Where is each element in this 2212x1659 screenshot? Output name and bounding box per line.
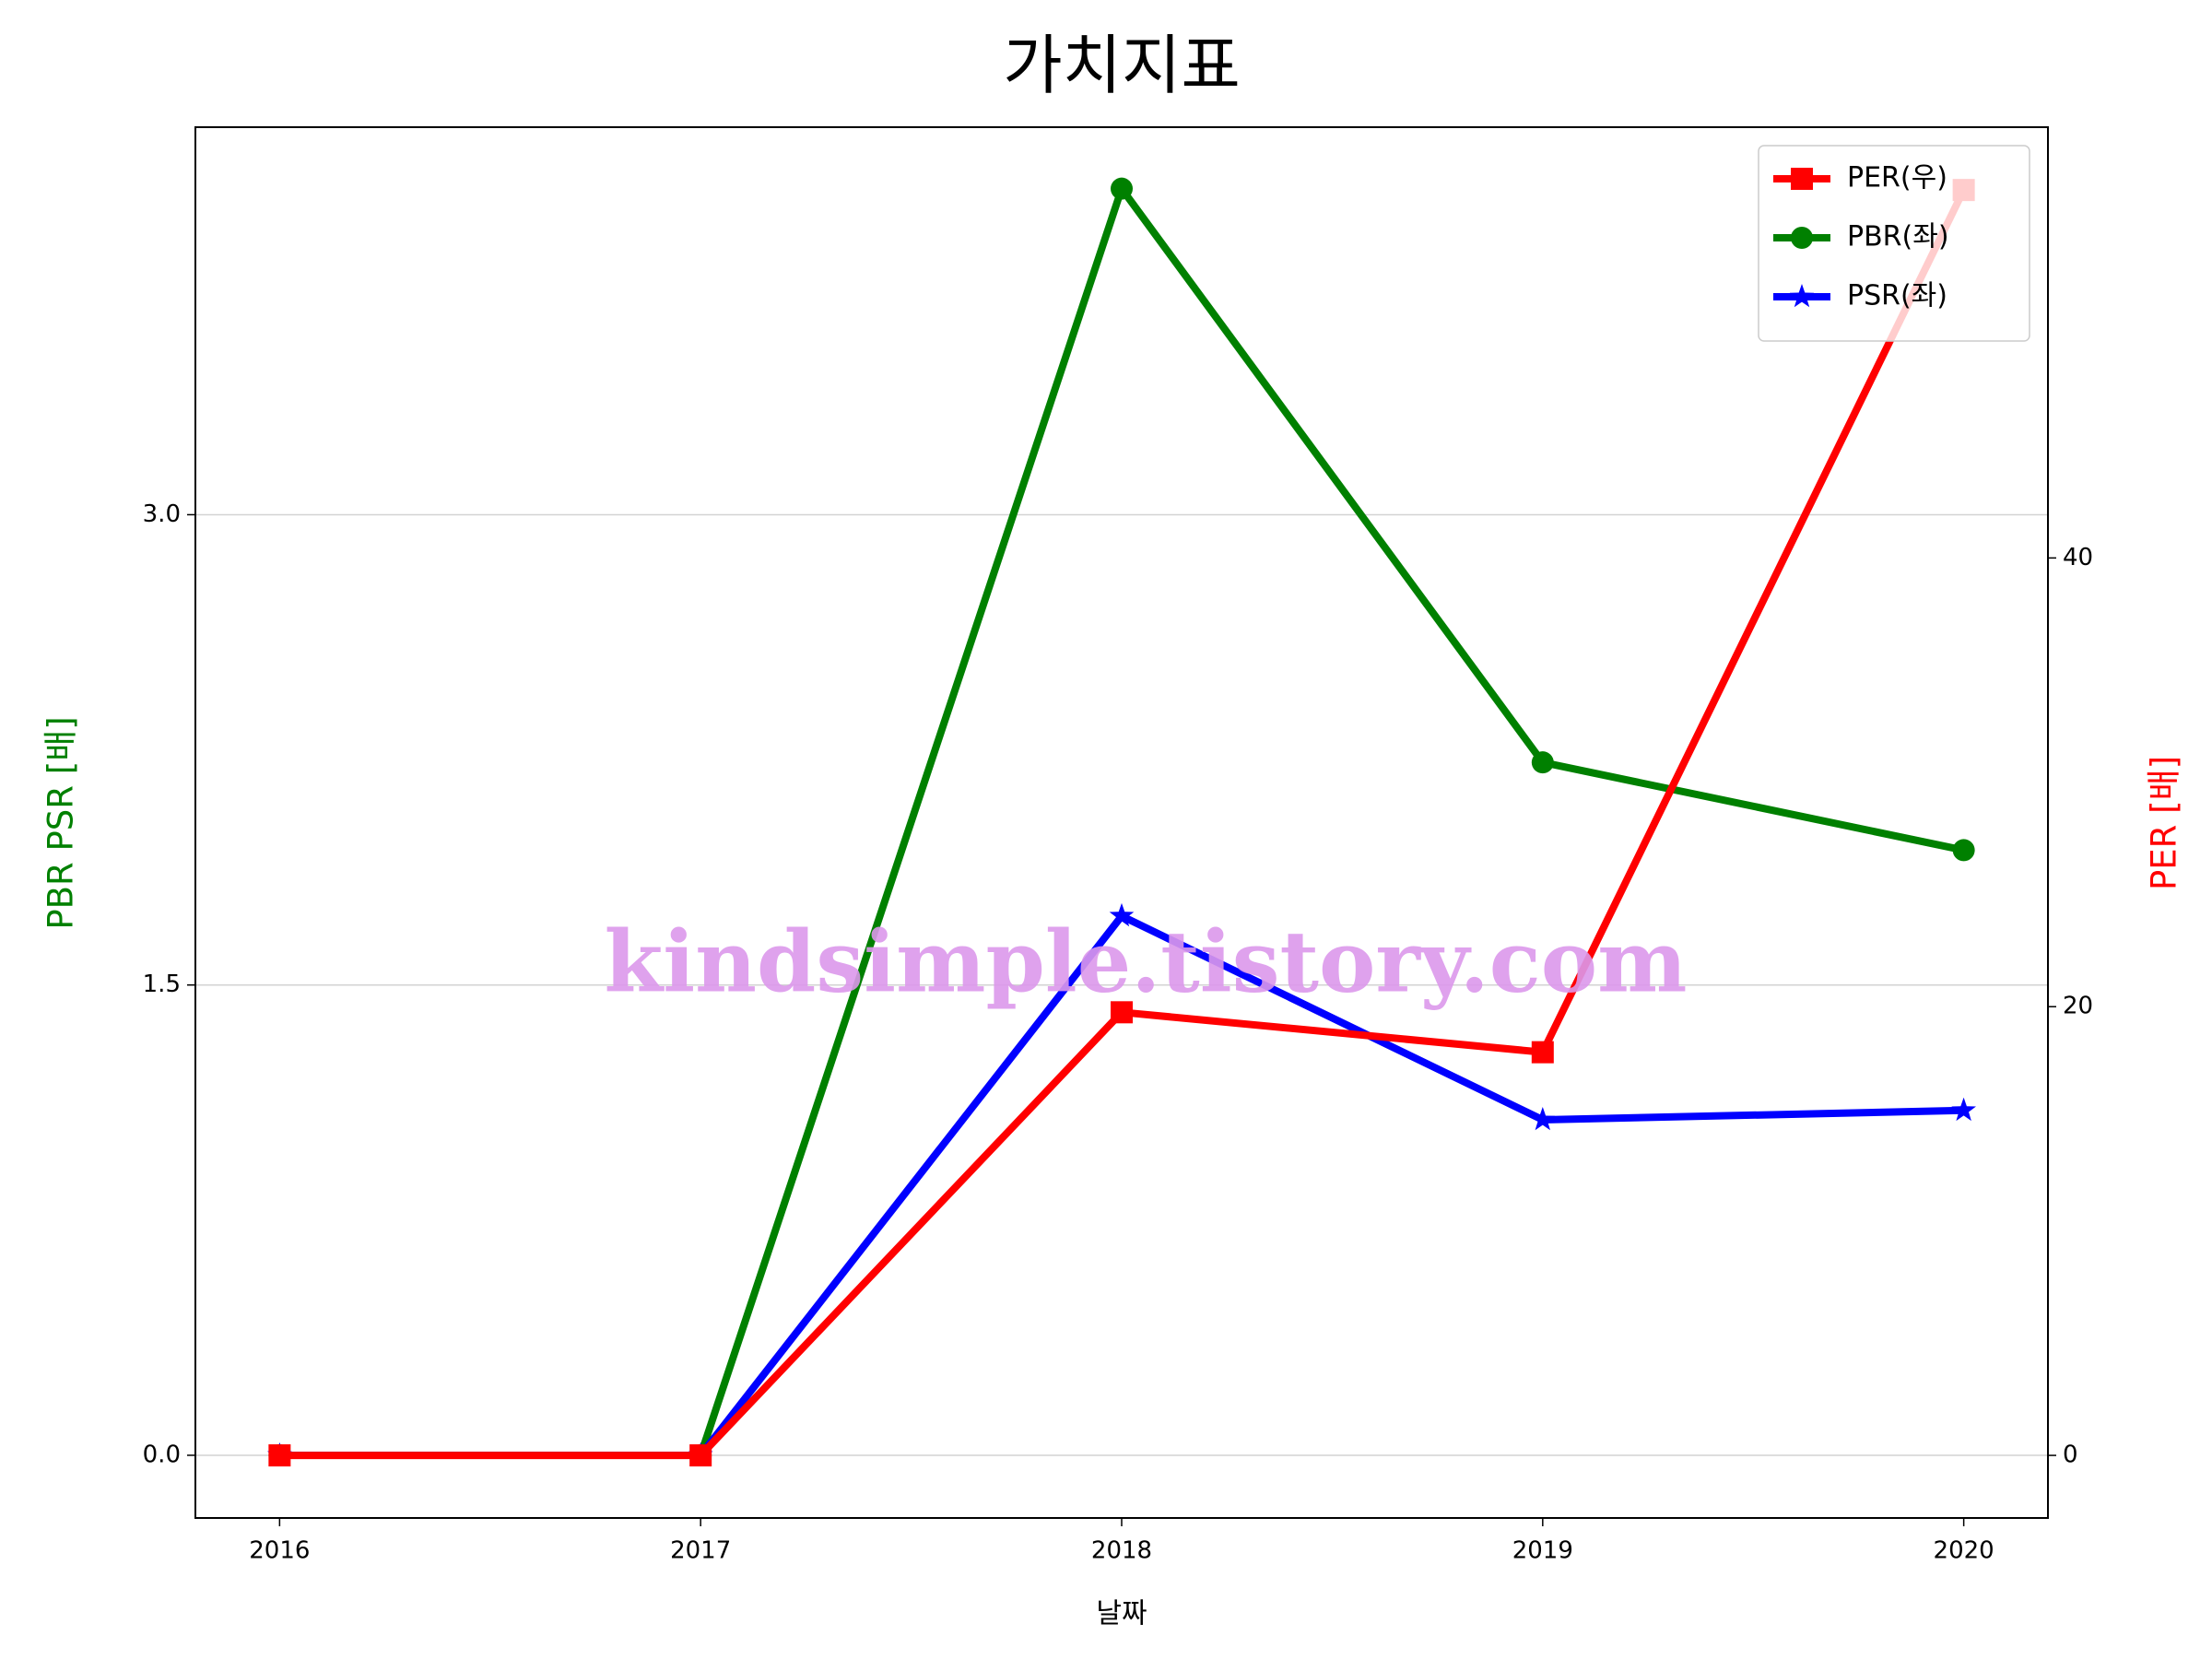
y2-tick-label: 20 <box>2063 993 2093 1020</box>
x-tick-label: 2019 <box>1512 1537 1573 1565</box>
marker <box>1791 227 1813 249</box>
marker <box>1530 1107 1556 1131</box>
marker <box>1109 902 1135 927</box>
legend-label: PBR(좌) <box>1847 221 1949 253</box>
y2-tick-label: 40 <box>2063 544 2093 571</box>
marker <box>1951 1097 1976 1122</box>
x-tick-label: 2017 <box>670 1537 731 1565</box>
y-tick-label: 1.5 <box>143 971 181 998</box>
marker <box>1789 284 1815 308</box>
legend <box>1758 145 2030 342</box>
marker <box>1791 168 1813 190</box>
legend-label: PSR(좌) <box>1847 280 1947 312</box>
marker <box>1111 1001 1133 1024</box>
legend-label: PER(우) <box>1847 162 1947 194</box>
y-tick-label: 0.0 <box>143 1441 181 1468</box>
watermark: kindsimple.tistory.com <box>604 912 1687 1012</box>
marker <box>1531 751 1554 774</box>
x-axis-label: 날짜 <box>1096 1598 1147 1630</box>
y2-axis-label: PER [배] <box>2145 756 2184 890</box>
marker <box>268 1444 291 1467</box>
plot-frame <box>194 126 2049 1519</box>
y-tick-label: 3.0 <box>143 500 181 528</box>
x-tick-label: 2020 <box>1934 1537 1994 1565</box>
y2-tick-label: 0 <box>2063 1441 2078 1469</box>
x-tick-label: 2016 <box>249 1537 310 1565</box>
marker <box>1952 839 1975 862</box>
marker <box>689 1444 712 1467</box>
marker <box>1531 1041 1554 1064</box>
marker <box>1111 177 1133 200</box>
chart-title: 가치지표 <box>1003 28 1241 103</box>
x-tick-label: 2018 <box>1091 1537 1152 1565</box>
y-axis-label: PBR PSR [배] <box>41 716 81 929</box>
